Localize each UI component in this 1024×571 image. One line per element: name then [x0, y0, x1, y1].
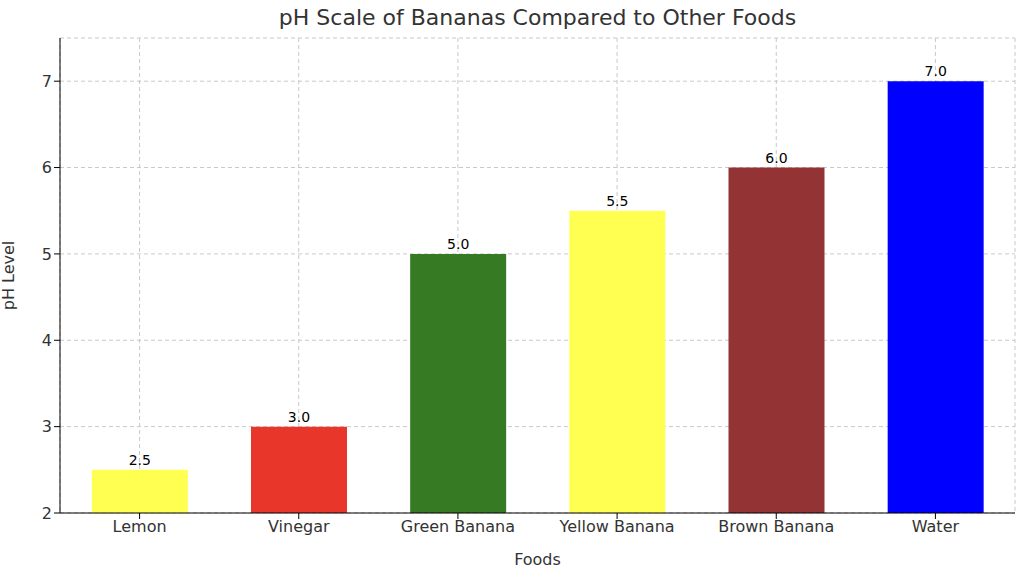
- html-text:pH Scale of Bananas Compared t: pH Scale of Bananas Compared to Other Fo…: [278, 5, 797, 30]
- svg-text:2.5: 2.5: [129, 452, 151, 468]
- svg-text:6.0: 6.0: [765, 150, 787, 166]
- svg-text:3: 3: [42, 417, 52, 436]
- svg-text:Green Banana: Green Banana: [401, 517, 515, 536]
- svg-text:Yellow Banana: Yellow Banana: [559, 517, 675, 536]
- svg-text:Vinegar: Vinegar: [268, 517, 330, 536]
- svg-text:3.0: 3.0: [288, 409, 310, 425]
- svg-text:4: 4: [42, 331, 52, 350]
- svg-text:7.0: 7.0: [925, 63, 947, 79]
- svg-text:Foods: Foods: [514, 550, 561, 569]
- svg-text:5.0: 5.0: [447, 236, 469, 252]
- svg-text:pH Level: pH Level: [8, 241, 18, 311]
- svg-text:7: 7: [42, 72, 52, 91]
- svg-text:Brown Banana: Brown Banana: [718, 517, 834, 536]
- svg-text:2: 2: [42, 504, 52, 523]
- svg-text:Water: Water: [912, 517, 960, 536]
- svg-text:6: 6: [42, 158, 52, 177]
- svg-text:5.5: 5.5: [606, 193, 628, 209]
- svg-text:Lemon: Lemon: [113, 517, 167, 536]
- svg-text:5: 5: [42, 245, 52, 264]
